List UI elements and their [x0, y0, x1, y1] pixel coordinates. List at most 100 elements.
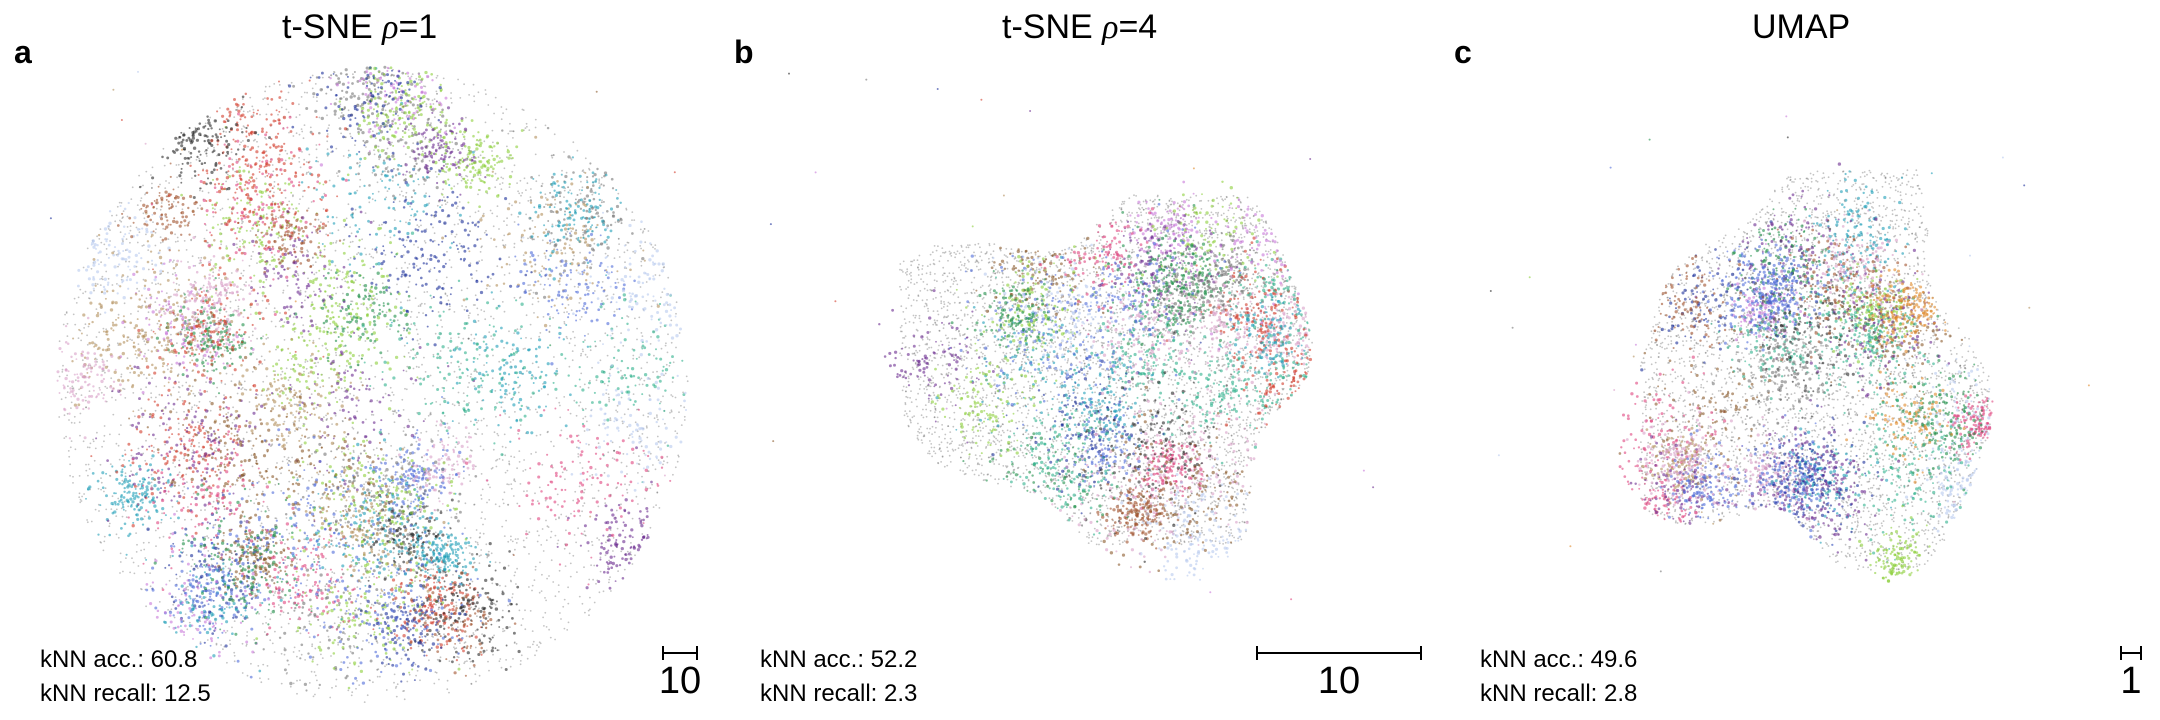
data-point — [517, 432, 519, 435]
data-point — [480, 498, 483, 500]
data-point — [631, 563, 634, 565]
data-point — [444, 292, 447, 295]
data-point — [529, 517, 532, 520]
data-point — [519, 359, 523, 363]
data-point — [444, 124, 448, 128]
data-point — [226, 661, 228, 664]
data-point — [209, 116, 212, 119]
data-point — [520, 237, 523, 239]
data-point — [301, 151, 303, 153]
data-point — [535, 451, 537, 454]
data-point — [476, 307, 479, 310]
data-point — [414, 324, 416, 327]
data-point — [253, 639, 256, 641]
data-point — [340, 637, 343, 640]
data-point — [241, 98, 244, 100]
data-point — [249, 440, 252, 442]
data-point — [452, 148, 454, 150]
data-point — [314, 261, 317, 263]
data-point — [641, 475, 643, 478]
data-point — [403, 327, 406, 330]
data-point — [249, 562, 252, 565]
data-point — [326, 114, 328, 117]
data-point — [107, 277, 110, 280]
data-point — [561, 471, 564, 474]
data-point — [260, 681, 263, 684]
data-point — [414, 580, 416, 582]
data-point — [325, 92, 328, 95]
data-point — [502, 630, 504, 633]
data-point — [160, 521, 163, 524]
data-point — [470, 606, 472, 609]
data-point — [558, 331, 562, 336]
data-point — [439, 296, 443, 299]
data-point — [347, 149, 350, 152]
data-point — [567, 621, 570, 624]
data-point — [632, 250, 635, 253]
data-point — [183, 293, 186, 296]
data-point — [153, 504, 157, 508]
data-point — [626, 241, 629, 244]
data-point — [62, 323, 65, 326]
data-point — [534, 153, 537, 156]
data-point — [351, 691, 354, 694]
data-point — [463, 83, 465, 86]
data-point — [502, 177, 504, 180]
data-point — [209, 400, 211, 403]
data-point — [459, 620, 462, 623]
data-point — [637, 503, 639, 505]
data-point — [377, 190, 380, 193]
data-point — [626, 426, 629, 428]
data-point — [70, 440, 73, 442]
data-point — [572, 554, 575, 557]
data-point — [286, 671, 288, 674]
data-point — [196, 207, 199, 210]
data-point — [372, 278, 374, 281]
data-point — [400, 569, 403, 572]
data-point — [605, 295, 607, 297]
data-point — [380, 267, 383, 270]
data-point — [101, 445, 103, 448]
data-point — [583, 197, 587, 201]
data-point — [368, 201, 371, 204]
data-point — [658, 274, 661, 277]
data-point — [601, 300, 603, 302]
data-point — [609, 529, 612, 531]
data-point — [441, 396, 443, 398]
data-point — [402, 145, 405, 148]
data-point — [515, 642, 518, 645]
data-point — [639, 459, 641, 461]
data-point — [317, 294, 321, 298]
data-point — [130, 454, 133, 457]
data-point — [226, 173, 229, 176]
data-point — [127, 490, 131, 494]
data-point — [427, 505, 430, 508]
data-point — [351, 82, 354, 85]
data-point — [419, 219, 422, 222]
data-point — [437, 608, 440, 611]
data-point — [683, 415, 686, 418]
data-point — [485, 370, 488, 373]
data-point — [539, 561, 541, 564]
data-point — [519, 424, 522, 426]
data-point — [341, 465, 344, 468]
data-point — [493, 112, 495, 115]
data-point — [396, 277, 400, 281]
data-point — [508, 463, 511, 466]
data-point — [185, 554, 188, 556]
data-point — [568, 342, 571, 345]
data-point — [479, 532, 482, 535]
data-point — [595, 379, 598, 382]
data-point — [403, 356, 406, 358]
data-point — [219, 347, 223, 350]
data-point — [66, 374, 68, 377]
data-point — [307, 250, 309, 253]
data-point — [495, 465, 498, 468]
data-point — [284, 543, 286, 545]
data-point — [357, 665, 360, 668]
data-point — [347, 443, 349, 446]
data-point — [115, 214, 118, 217]
data-point — [190, 408, 193, 411]
data-point — [481, 488, 484, 491]
data-point — [468, 317, 470, 319]
